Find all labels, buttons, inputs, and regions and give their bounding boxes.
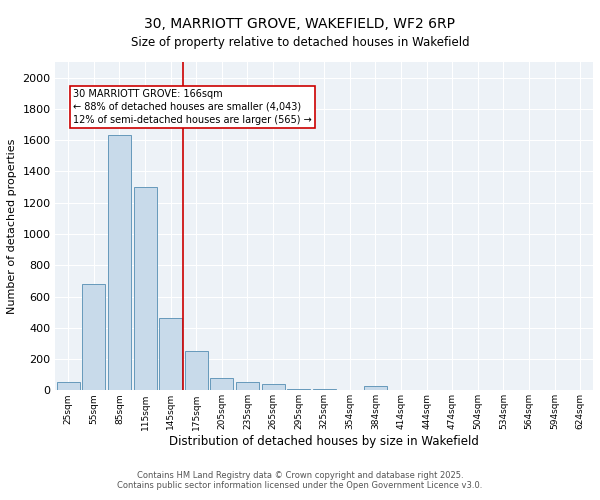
- Bar: [211, 378, 233, 390]
- Text: Contains HM Land Registry data © Crown copyright and database right 2025.
Contai: Contains HM Land Registry data © Crown c…: [118, 470, 482, 490]
- Bar: [185, 352, 208, 391]
- Bar: [82, 284, 106, 391]
- Bar: [159, 318, 182, 390]
- Bar: [108, 136, 131, 390]
- Text: 30 MARRIOTT GROVE: 166sqm
← 88% of detached houses are smaller (4,043)
12% of se: 30 MARRIOTT GROVE: 166sqm ← 88% of detac…: [73, 88, 311, 125]
- Bar: [364, 386, 387, 390]
- Bar: [236, 382, 259, 390]
- Bar: [287, 389, 310, 390]
- Text: Size of property relative to detached houses in Wakefield: Size of property relative to detached ho…: [131, 36, 469, 49]
- Bar: [134, 187, 157, 390]
- X-axis label: Distribution of detached houses by size in Wakefield: Distribution of detached houses by size …: [169, 435, 479, 448]
- Text: 30, MARRIOTT GROVE, WAKEFIELD, WF2 6RP: 30, MARRIOTT GROVE, WAKEFIELD, WF2 6RP: [145, 18, 455, 32]
- Bar: [57, 382, 80, 390]
- Bar: [262, 384, 284, 390]
- Y-axis label: Number of detached properties: Number of detached properties: [7, 138, 17, 314]
- Bar: [313, 389, 336, 390]
